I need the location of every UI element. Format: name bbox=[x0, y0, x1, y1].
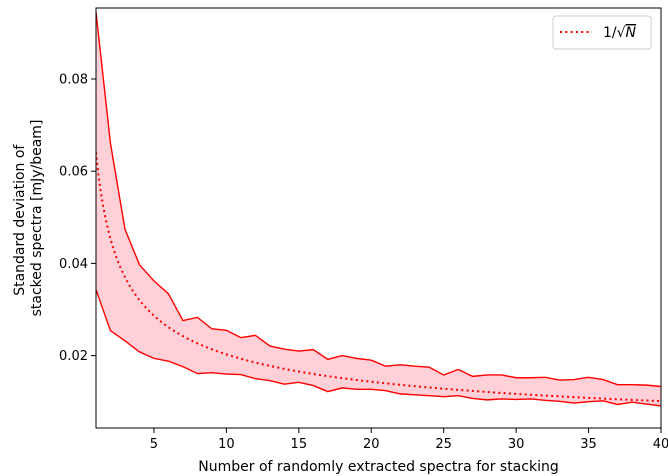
x-tick-label: 40 bbox=[653, 437, 668, 452]
y-tick-label: 0.06 bbox=[59, 165, 88, 180]
y-tick-label: 0.08 bbox=[59, 72, 88, 87]
legend-label-prefix: 1/ bbox=[603, 25, 617, 41]
legend-label: 1/√N bbox=[603, 25, 637, 41]
y-axis-ticks: 0.02 0.04 0.06 0.08 bbox=[59, 72, 96, 364]
x-tick-label: 5 bbox=[150, 437, 158, 452]
y-axis-label-line-2: stacked spectra [mJy/beam] bbox=[29, 120, 45, 317]
axes-frame bbox=[95, 7, 662, 429]
band-upper-line bbox=[96, 12, 661, 388]
y-axis-label: Standard deviation of stacked spectra [m… bbox=[12, 120, 45, 317]
x-axis-ticks: 5 10 15 20 25 30 35 40 bbox=[150, 428, 668, 452]
x-tick-label: 35 bbox=[580, 437, 597, 452]
y-tick-label: 0.02 bbox=[59, 349, 88, 364]
plot-area bbox=[96, 12, 661, 407]
legend-box bbox=[552, 15, 652, 50]
x-tick-label: 30 bbox=[508, 437, 525, 452]
x-tick-label: 20 bbox=[363, 437, 380, 452]
x-tick-label: 25 bbox=[435, 437, 452, 452]
y-axis-label-line-1: Standard deviation of bbox=[12, 144, 28, 296]
x-axis-label: Number of randomly extracted spectra for… bbox=[198, 459, 558, 475]
reference-curve-line bbox=[96, 152, 661, 403]
y-tick-label: 0.04 bbox=[59, 257, 88, 272]
x-tick-label: 10 bbox=[218, 437, 235, 452]
x-tick-label: 15 bbox=[291, 437, 308, 452]
legend-label-sqrt-argument: N bbox=[626, 25, 637, 41]
sqrt-symbol-icon: √ bbox=[617, 25, 626, 41]
band-lower-line bbox=[96, 289, 661, 407]
legend: 1/√N bbox=[552, 15, 652, 50]
